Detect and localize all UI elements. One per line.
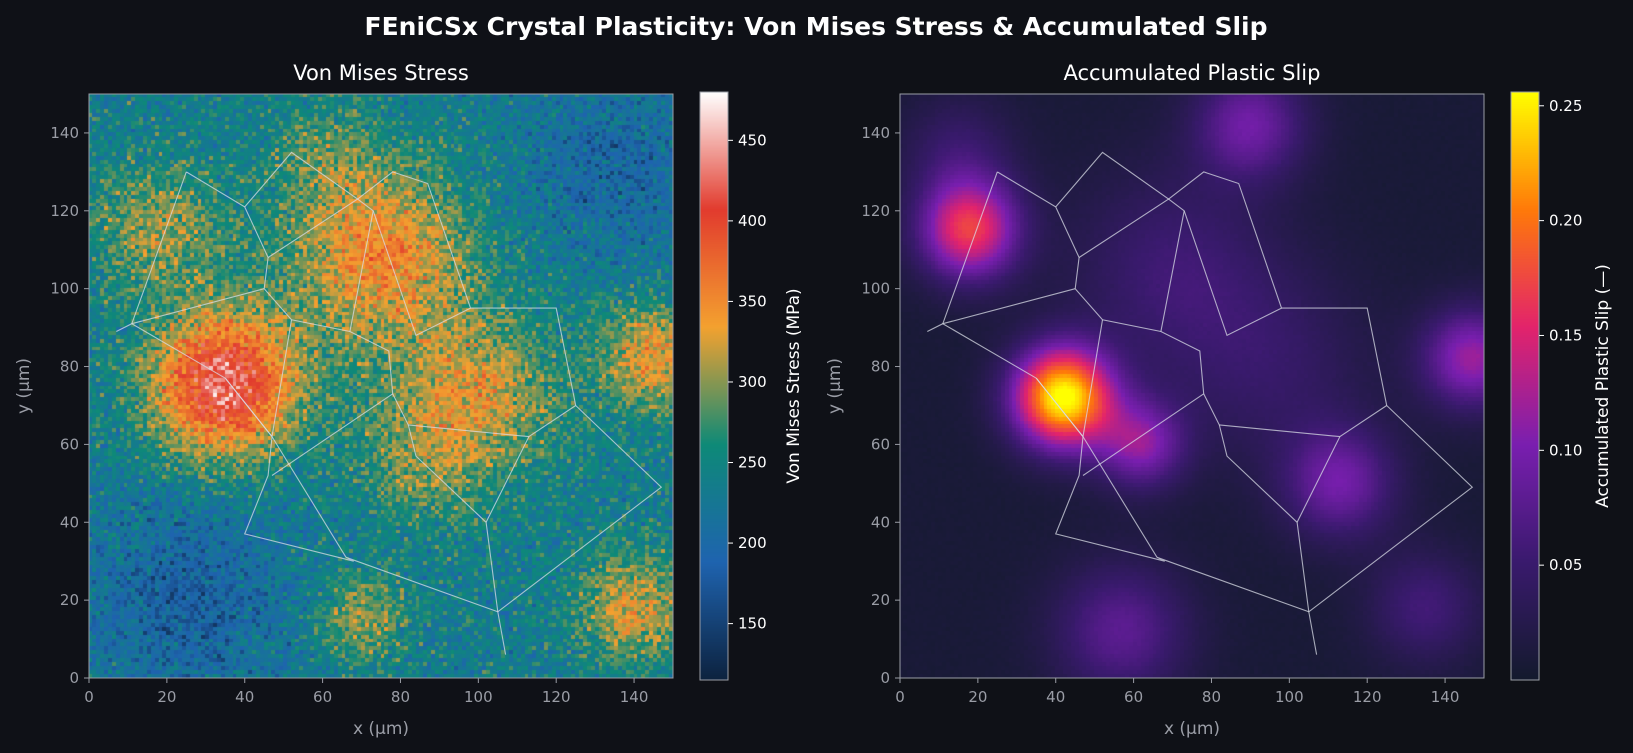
x-tick-label: 0: [84, 688, 94, 706]
grain-boundary: [131, 171, 226, 379]
grain-boundary: [1035, 151, 1474, 613]
plot-frame-right: [899, 93, 1485, 679]
grain-boundary: [224, 151, 663, 613]
colorbar-left-canvas: [700, 92, 728, 680]
colorbar-tick-label: 0.25: [1549, 97, 1582, 115]
plot-frame-left: [88, 93, 674, 679]
x-tick-label: 40: [235, 688, 254, 706]
x-tick-label: 60: [313, 688, 332, 706]
colorbar-right-ticks: 0.05 0.10 0.15 0.20 0.25: [1539, 97, 1582, 574]
colorbar-left-ticks: 150 200 250 300 350 400 450: [728, 131, 767, 633]
panel-von-mises: Von Mises Stress 0 20 40 60 80 100 120 140 0 20 4…: [14, 61, 804, 739]
y-tick-label: 40: [871, 513, 890, 531]
colorbar-tick-label: 400: [738, 212, 767, 230]
colorbar-right-canvas: [1511, 92, 1539, 680]
grain-boundary: [271, 393, 394, 476]
von-mises-heatmap-canvas: [89, 94, 673, 678]
colorbar-right-fo: [1511, 92, 1539, 680]
plastic-slip-heatmap: [900, 94, 1484, 678]
grain-boundary: [1082, 436, 1158, 558]
colorbar-right-frame: [1510, 91, 1540, 681]
grain-boundaries-right: [927, 151, 1474, 655]
colorbar-right-label: Accumulated Plastic Slip (—): [1593, 264, 1613, 508]
x-tick-label: 120: [542, 688, 571, 706]
y-ticks-right: 0 20 40 60 80 100 120 140: [861, 124, 900, 687]
x-tick-label: 60: [1124, 688, 1143, 706]
x-axis-label-right: x (µm): [1164, 719, 1220, 739]
colorbar-tick-label: 0.20: [1549, 212, 1582, 230]
figure-title: FEniCSx Crystal Plasticity: Von Mises St…: [365, 12, 1268, 41]
x-tick-label: 0: [895, 688, 905, 706]
von-mises-heatmap: [89, 94, 673, 678]
colorbar-tick-label: 250: [738, 454, 767, 472]
y-tick-label: 120: [861, 202, 890, 220]
colorbar-tick-label: 150: [738, 615, 767, 633]
x-tick-label: 140: [620, 688, 649, 706]
plastic-slip-heatmap-fo: [900, 94, 1484, 678]
x-axis-label-left: x (µm): [353, 719, 409, 739]
grain-boundary: [942, 171, 1037, 379]
colorbar-tick-label: 0.05: [1549, 556, 1582, 574]
y-tick-label: 100: [50, 280, 79, 298]
x-tick-label: 80: [1202, 688, 1221, 706]
y-tick-label: 80: [871, 358, 890, 376]
colorbar-tick-label: 0.15: [1549, 326, 1582, 344]
colorbar-tick-label: 350: [738, 292, 767, 310]
y-tick-label: 140: [861, 124, 890, 142]
x-tick-label: 80: [391, 688, 410, 706]
colorbar-tick-label: 200: [738, 534, 767, 552]
grain-boundary: [1160, 210, 1185, 332]
y-tick-label: 60: [871, 435, 890, 453]
grain-boundary: [349, 210, 374, 332]
y-axis-label-left: y (µm): [14, 358, 34, 414]
panel-plastic-slip: Accumulated Plastic Slip 0 20 40 60 80 100 120…: [825, 61, 1613, 739]
panel-title-von-mises: Von Mises Stress: [293, 61, 469, 85]
grain-boundary: [271, 436, 347, 558]
colorbar-tick-label: 450: [738, 131, 767, 149]
x-ticks-left: 0 20 40 60 80 100 120 140: [84, 678, 648, 706]
grain-boundary: [485, 436, 530, 523]
colorbar-left-fo: [700, 92, 728, 680]
y-tick-label: 60: [60, 435, 79, 453]
y-tick-label: 0: [880, 669, 890, 687]
colorbar-left-label: Von Mises Stress (MPa): [784, 288, 804, 483]
colorbar-right: 0.05 0.10 0.15 0.20 0.25 Accumulated Plastic…: [1510, 91, 1613, 681]
y-tick-label: 20: [60, 591, 79, 609]
y-tick-label: 0: [69, 669, 79, 687]
y-tick-label: 80: [60, 358, 79, 376]
colorbar-tick-label: 300: [738, 373, 767, 391]
y-tick-label: 100: [861, 280, 890, 298]
y-tick-label: 20: [871, 591, 890, 609]
colorbar-tick-label: 0.10: [1549, 441, 1582, 459]
x-tick-label: 140: [1431, 688, 1460, 706]
von-mises-heatmap-fo: [89, 94, 673, 678]
x-tick-label: 120: [1353, 688, 1382, 706]
panel-title-plastic-slip: Accumulated Plastic Slip: [1064, 61, 1321, 85]
x-tick-label: 40: [1046, 688, 1065, 706]
x-ticks-right: 0 20 40 60 80 100 120 140: [895, 678, 1459, 706]
plastic-slip-heatmap-canvas: [900, 94, 1484, 678]
y-tick-label: 120: [50, 202, 79, 220]
y-tick-label: 40: [60, 513, 79, 531]
x-tick-label: 20: [157, 688, 176, 706]
grain-boundary: [1082, 393, 1205, 476]
x-tick-label: 20: [968, 688, 987, 706]
x-tick-label: 100: [464, 688, 493, 706]
grain-boundaries-left: [116, 151, 663, 655]
y-ticks-left: 0 20 40 60 80 100 120 140: [50, 124, 89, 687]
x-tick-label: 100: [1275, 688, 1304, 706]
colorbar-left: 150 200 250 300 350 400 450 Von Mises Stress (…: [699, 91, 804, 681]
y-axis-label-right: y (µm): [825, 358, 845, 414]
y-tick-label: 140: [50, 124, 79, 142]
grain-boundary: [1296, 436, 1341, 523]
colorbar-left-frame: [699, 91, 729, 681]
